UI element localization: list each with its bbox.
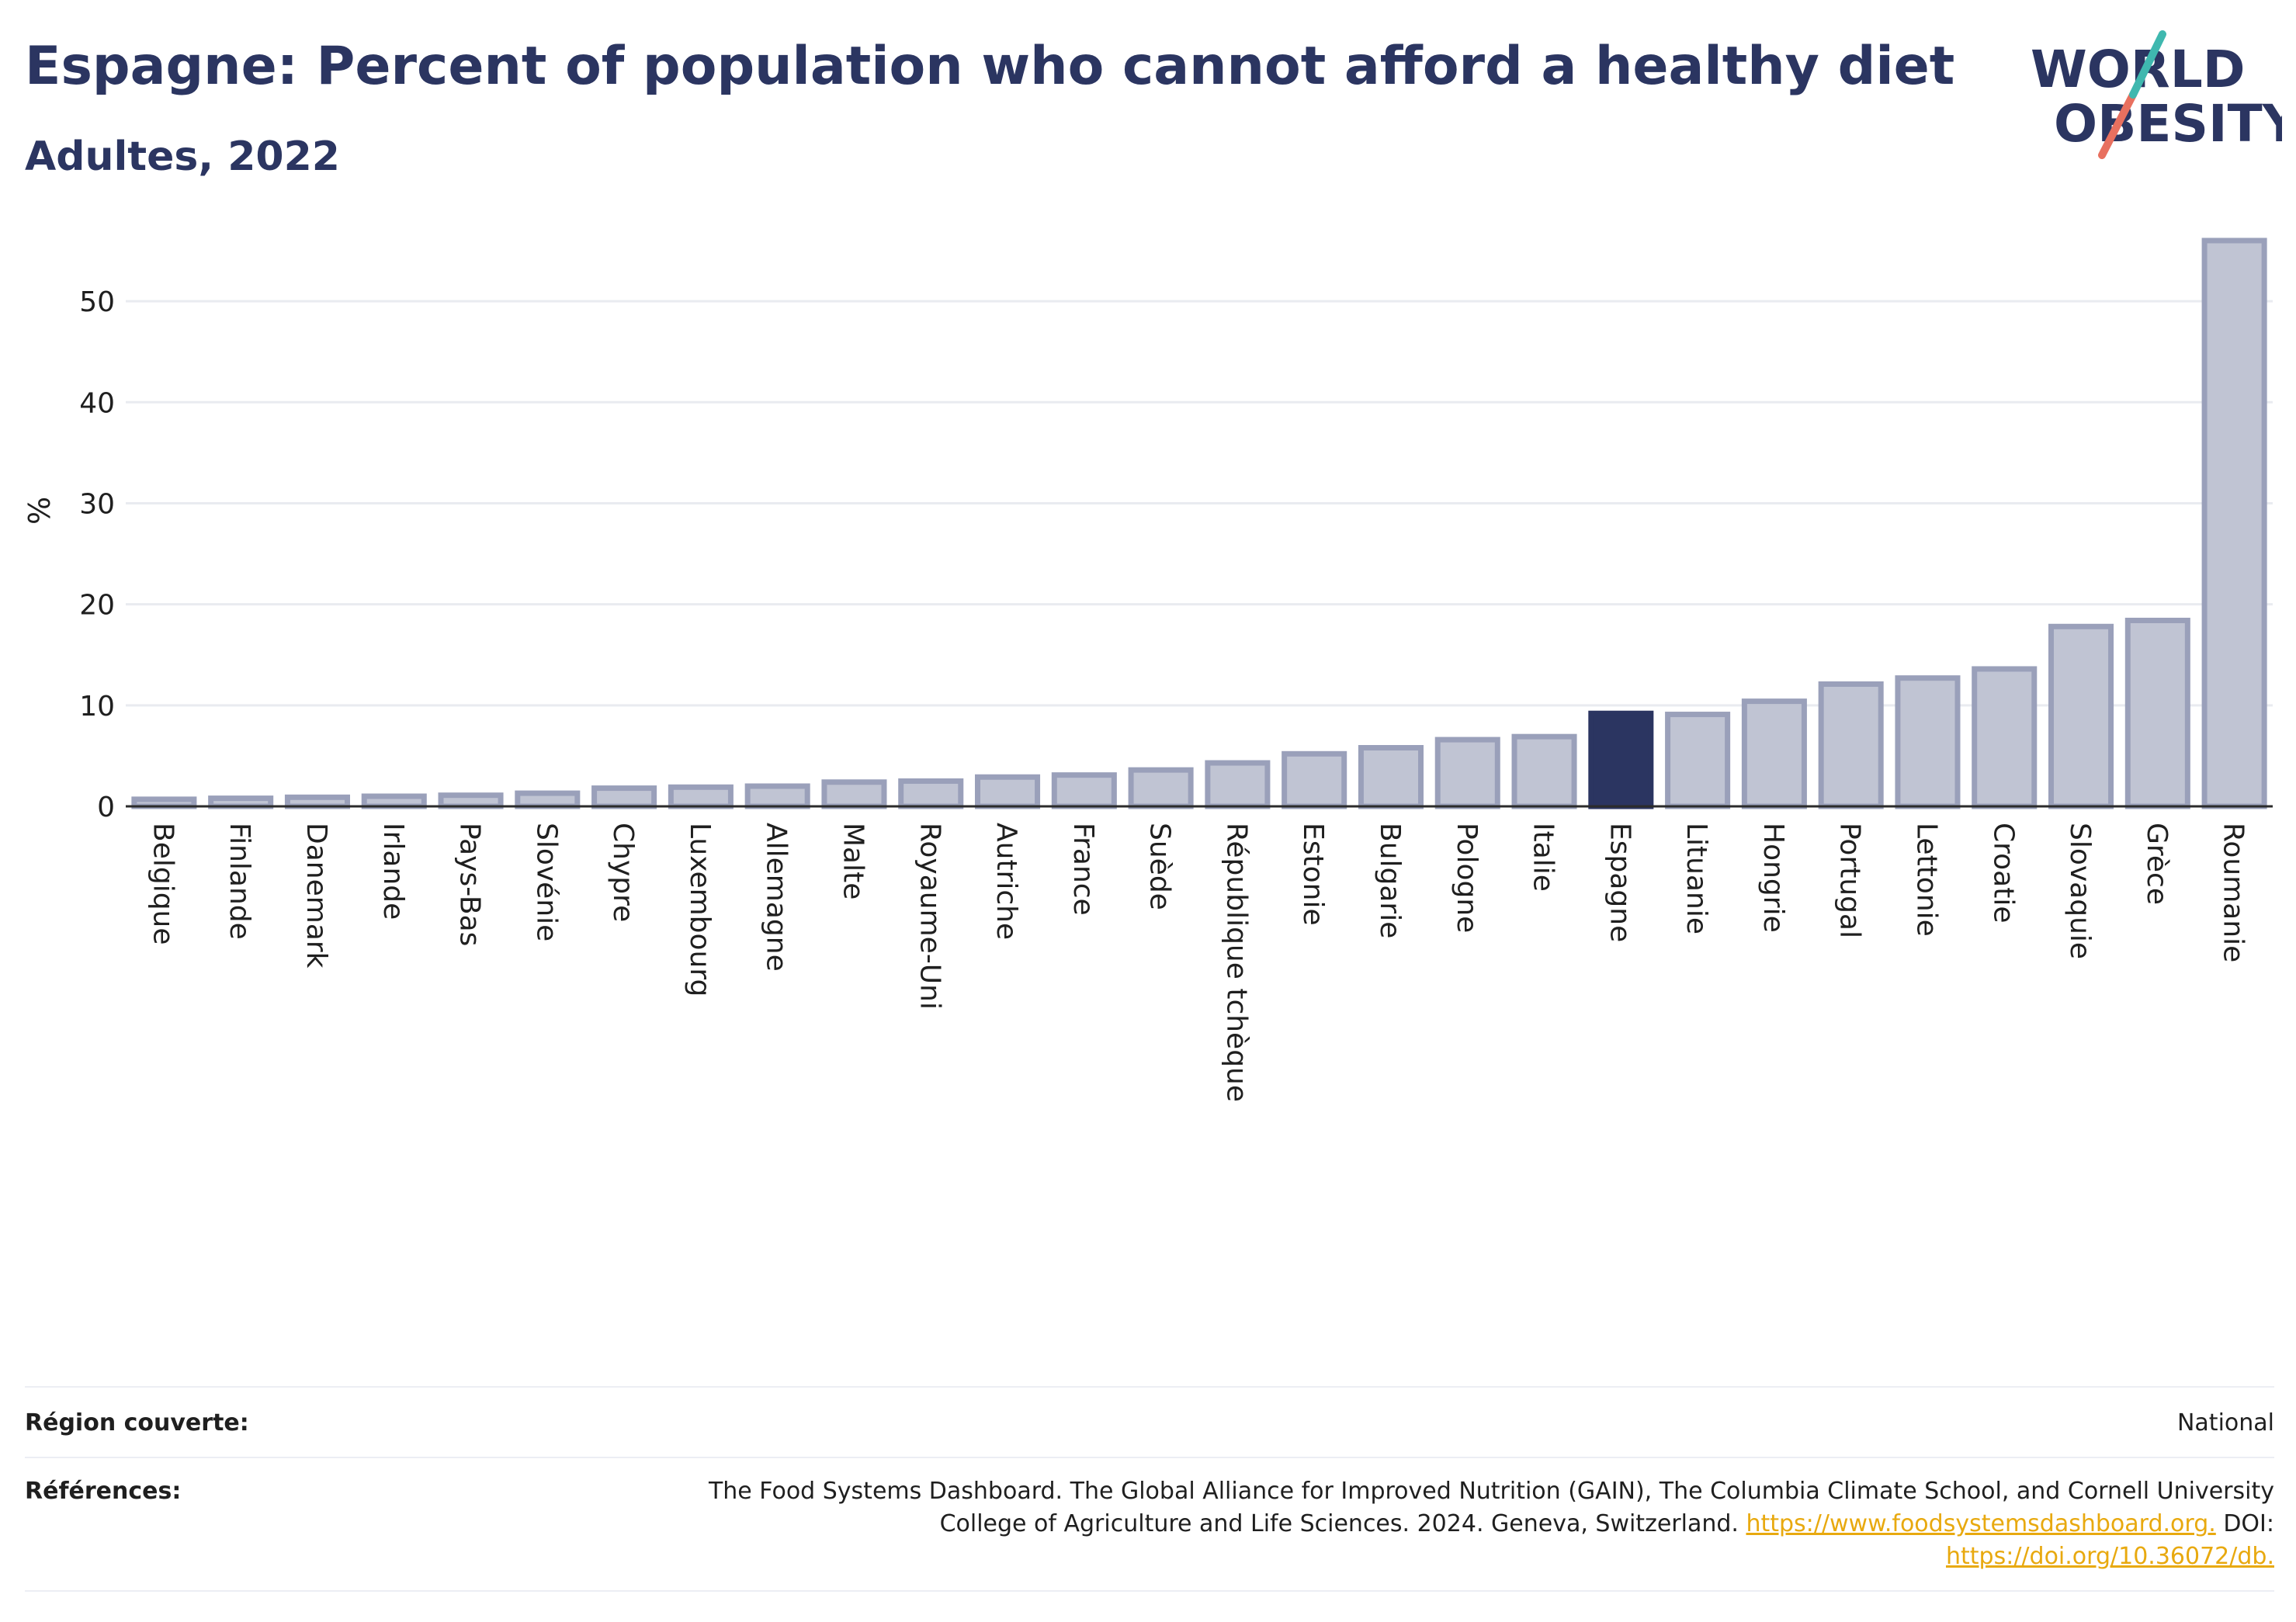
y-tick-labels: 0 10 20 30 40 50 bbox=[79, 286, 115, 823]
references-value: The Food Systems Dashboard. The Global A… bbox=[709, 1475, 2274, 1573]
bar-grèce[interactable] bbox=[2124, 617, 2190, 809]
footer-references-row: Références: The Food Systems Dashboard. … bbox=[25, 1457, 2274, 1592]
x-tick-label: Suède bbox=[1144, 823, 1176, 910]
bar-estonie[interactable] bbox=[1282, 750, 1347, 809]
x-tick-label: Croatie bbox=[1987, 823, 2019, 924]
bar-slovénie[interactable] bbox=[515, 790, 581, 809]
x-tick-label: Portugal bbox=[1834, 823, 1866, 938]
bar-portugal[interactable] bbox=[1818, 681, 1884, 809]
x-tick-label: Italie bbox=[1528, 823, 1559, 892]
x-tick-label: Finlande bbox=[224, 823, 255, 940]
bar-royaume-uni[interactable] bbox=[898, 778, 964, 809]
x-tick-label: Lettonie bbox=[1910, 823, 1942, 937]
bar-italie[interactable] bbox=[1511, 733, 1577, 809]
bar-roumanie[interactable] bbox=[2201, 237, 2267, 809]
x-tick-label: Bulgarie bbox=[1374, 823, 1406, 938]
bar-république-tchèque[interactable] bbox=[1205, 760, 1271, 809]
bar-allemagne[interactable] bbox=[744, 783, 810, 809]
grid-lines bbox=[126, 300, 2273, 707]
bar-france[interactable] bbox=[1051, 772, 1117, 809]
references-link-dashboard[interactable]: https://www.foodsystemsdashboard.org. bbox=[1746, 1510, 2216, 1537]
bar-espagne[interactable] bbox=[1588, 710, 1654, 809]
x-tick-label: Irlande bbox=[377, 823, 409, 920]
region-label: Région couverte: bbox=[25, 1409, 249, 1437]
logo-slash-teal bbox=[2129, 30, 2166, 99]
bar-hongrie[interactable] bbox=[1741, 698, 1807, 809]
bar-croatie[interactable] bbox=[1972, 666, 2038, 809]
bars bbox=[131, 237, 2267, 809]
x-tick-label: Slovaquie bbox=[2064, 823, 2096, 959]
references-link-doi[interactable]: https://doi.org/10.36072/db. bbox=[1946, 1543, 2274, 1570]
y-tick-label: 0 bbox=[97, 792, 115, 823]
region-value: National bbox=[2176, 1409, 2274, 1437]
x-tick-label: Luxembourg bbox=[684, 823, 716, 996]
bar-pologne[interactable] bbox=[1434, 736, 1500, 809]
bar-bulgarie[interactable] bbox=[1358, 744, 1424, 809]
x-tick-label: Chypre bbox=[607, 823, 639, 922]
bar-autriche[interactable] bbox=[975, 774, 1041, 809]
world-obesity-logo: WORLD OBESITY bbox=[2031, 30, 2282, 159]
bar-chypre[interactable] bbox=[591, 785, 657, 809]
x-tick-label: Hongrie bbox=[1757, 823, 1789, 933]
bar-irlande[interactable] bbox=[361, 793, 427, 809]
x-tick-label: Royaume-Uni bbox=[914, 823, 945, 1010]
bar-lettonie[interactable] bbox=[1895, 675, 1961, 809]
bar-chart: 0 10 20 30 40 50 % Belgique Finlande Danemark Ir… bbox=[23, 237, 2273, 1102]
x-tick-label: République tchèque bbox=[1220, 823, 1252, 1102]
logo-slash-red bbox=[2098, 91, 2137, 159]
x-tick-label: Danemark bbox=[300, 823, 332, 969]
x-tick-label: Autriche bbox=[990, 823, 1022, 940]
x-tick-label: Belgique bbox=[147, 823, 179, 945]
y-tick-label: 30 bbox=[79, 488, 115, 520]
x-tick-label: Malte bbox=[837, 823, 869, 899]
bar-danemark[interactable] bbox=[284, 794, 350, 809]
footer-region-row: Région couverte: National bbox=[25, 1386, 2274, 1457]
y-tick-label: 20 bbox=[79, 590, 115, 622]
chart-subtitle: Adultes, 2022 bbox=[25, 133, 340, 180]
y-tick-label: 40 bbox=[79, 387, 115, 419]
x-tick-label: Espagne bbox=[1604, 823, 1635, 942]
footer: Région couverte: National Références: Th… bbox=[25, 1386, 2274, 1592]
y-tick-label: 50 bbox=[79, 286, 115, 318]
x-tick-label: Allemagne bbox=[761, 823, 793, 972]
bar-slovaquie[interactable] bbox=[2048, 623, 2114, 809]
bar-lituanie[interactable] bbox=[1665, 712, 1731, 809]
x-tick-label: Roumanie bbox=[2218, 823, 2249, 962]
references-text-line2: College of Agriculture and Life Sciences… bbox=[939, 1510, 1746, 1537]
x-tick-label: Slovénie bbox=[530, 823, 562, 941]
bar-finlande[interactable] bbox=[208, 795, 274, 809]
references-label: Références: bbox=[25, 1478, 182, 1505]
chart-title: Espagne: Percent of population who canno… bbox=[25, 36, 1955, 97]
x-tick-label: Grèce bbox=[2141, 823, 2173, 905]
bar-malte[interactable] bbox=[821, 779, 887, 809]
bar-suède[interactable] bbox=[1128, 767, 1194, 809]
x-tick-label: France bbox=[1067, 823, 1099, 916]
bar-luxembourg[interactable] bbox=[668, 784, 734, 809]
logo-line2: OBESITY bbox=[2054, 94, 2282, 154]
x-tick-labels: Belgique Finlande Danemark Irlande Pays-Bas S… bbox=[147, 823, 2249, 1102]
references-doi-label: DOI: bbox=[2215, 1510, 2274, 1537]
x-tick-label: Estonie bbox=[1297, 823, 1329, 926]
bar-pays-bas[interactable] bbox=[438, 792, 504, 809]
x-tick-label: Lituanie bbox=[1680, 823, 1712, 934]
references-text-line1: The Food Systems Dashboard. The Global A… bbox=[708, 1478, 2274, 1505]
x-tick-label: Pays-Bas bbox=[454, 823, 486, 946]
x-tick-label: Pologne bbox=[1451, 823, 1483, 933]
y-axis-label: % bbox=[23, 497, 57, 525]
y-tick-label: 10 bbox=[79, 691, 115, 723]
